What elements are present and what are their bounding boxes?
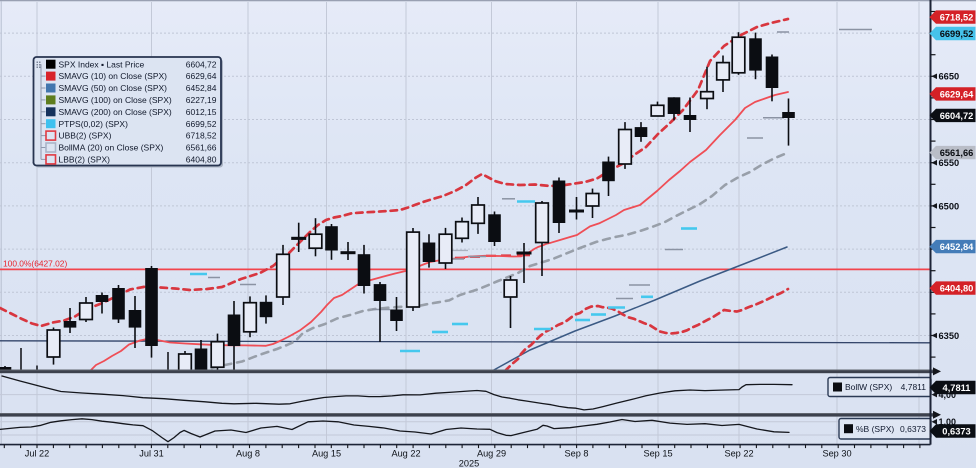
svg-text:0,6373: 0,6373 [942,426,970,436]
svg-text:LBB(2) (SPX): LBB(2) (SPX) [59,155,111,165]
svg-text:6561,66: 6561,66 [940,148,974,158]
svg-text:BollMA (20) on Close (SPX): BollMA (20) on Close (SPX) [59,143,164,153]
svg-text:2025: 2025 [459,459,479,468]
svg-text:6699,52: 6699,52 [186,119,217,129]
svg-text:Aug 29: Aug 29 [477,449,506,459]
svg-text:SMAVG (200) on Close (SPX): SMAVG (200) on Close (SPX) [59,107,172,117]
svg-text:6699,52: 6699,52 [940,29,974,39]
svg-text:UBB(2) (SPX): UBB(2) (SPX) [59,131,112,141]
svg-text:%B (SPX): %B (SPX) [856,424,894,434]
svg-text:6452,84: 6452,84 [186,83,217,93]
svg-text:6561,66: 6561,66 [186,143,217,153]
svg-text:Sep 22: Sep 22 [724,449,753,459]
svg-text:Sep 15: Sep 15 [643,449,672,459]
svg-text:4,00: 4,00 [939,390,957,400]
svg-text:SMAVG (10) on Close (SPX): SMAVG (10) on Close (SPX) [59,71,168,81]
svg-text:6012,15: 6012,15 [186,107,217,117]
svg-text:6718,52: 6718,52 [186,131,217,141]
svg-text:6404,80: 6404,80 [940,284,974,294]
svg-text:1,00: 1,00 [939,417,957,427]
svg-text:6500: 6500 [939,201,960,211]
svg-text:SPX Index ▪ Last Price: SPX Index ▪ Last Price [59,59,145,69]
svg-text:6227,19: 6227,19 [186,95,217,105]
svg-text:6604,72: 6604,72 [940,111,974,121]
svg-text:Sep 8: Sep 8 [564,449,588,459]
svg-text:BollW (SPX): BollW (SPX) [845,382,892,392]
svg-text:PTPS(0,02) (SPX): PTPS(0,02) (SPX) [59,119,129,129]
svg-text:6452,84: 6452,84 [940,242,974,252]
svg-text:100.0%(6427.02): 100.0%(6427.02) [3,259,67,269]
svg-text:6604,72: 6604,72 [186,59,217,69]
svg-text:6350: 6350 [939,331,960,341]
svg-text:Jul 22: Jul 22 [25,449,50,459]
svg-text:SMAVG (100) on Close (SPX): SMAVG (100) on Close (SPX) [59,95,172,105]
svg-text:6550: 6550 [939,158,960,168]
svg-text:Jul 31: Jul 31 [139,449,164,459]
svg-text:SMAVG (50) on Close (SPX): SMAVG (50) on Close (SPX) [59,83,168,93]
svg-text:Aug 22: Aug 22 [391,449,420,459]
svg-text:6629,64: 6629,64 [186,71,217,81]
svg-text:6404,80: 6404,80 [186,155,217,165]
svg-text:6718,52: 6718,52 [940,13,974,23]
svg-text:6650: 6650 [939,72,960,82]
svg-text:4,7811: 4,7811 [901,382,927,392]
svg-text:6629,64: 6629,64 [940,89,974,99]
svg-text:Aug 8: Aug 8 [236,449,260,459]
svg-text:0,6373: 0,6373 [900,424,926,434]
svg-text:Sep 30: Sep 30 [822,449,851,459]
svg-text:4,7811: 4,7811 [943,383,971,393]
svg-text:Aug 15: Aug 15 [312,449,341,459]
